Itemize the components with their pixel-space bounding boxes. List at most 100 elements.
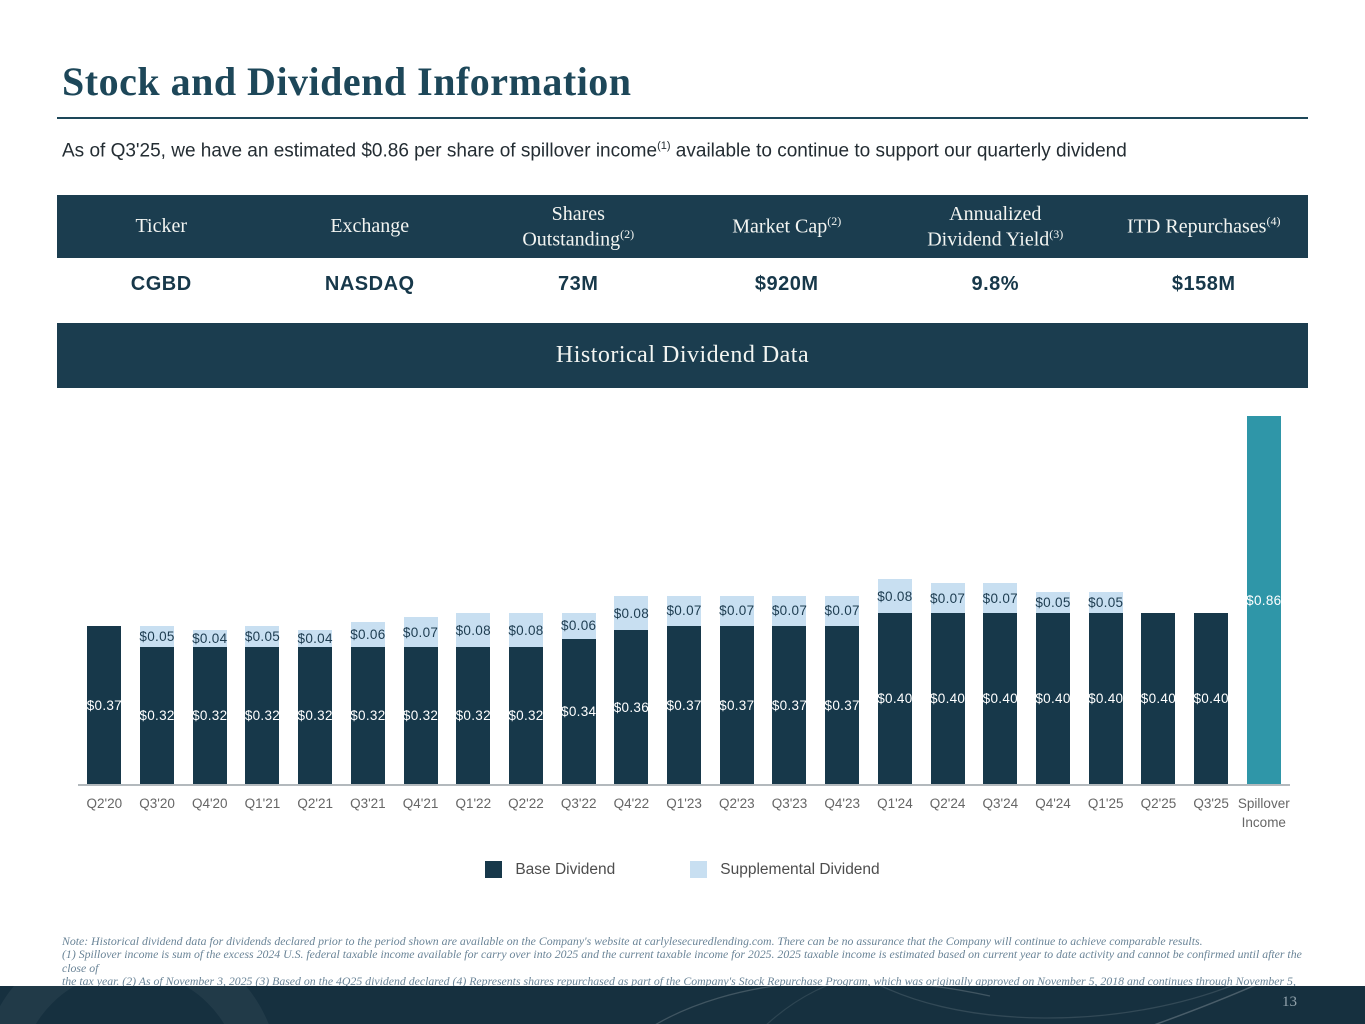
stat-column-header: Ticker bbox=[57, 214, 266, 239]
subtitle-suffix: available to continue to support our qua… bbox=[670, 140, 1127, 162]
bar-stack: $0.08 $0.36 bbox=[614, 596, 649, 785]
legend-swatch bbox=[690, 861, 708, 879]
bar-column: $0.04 $0.32 bbox=[183, 406, 236, 785]
bar-value-label: $0.40 bbox=[877, 691, 913, 707]
bar-segment: $0.05 bbox=[244, 625, 281, 648]
bar-value-label: $0.05 bbox=[244, 629, 281, 645]
bar-segment: $0.05 bbox=[1088, 591, 1124, 614]
bar-value-label: $0.08 bbox=[877, 588, 913, 604]
stat-header-line: Market Cap bbox=[732, 215, 828, 238]
bar-segment: $0.32 bbox=[508, 647, 543, 785]
bar-stack: $0.08 $0.32 bbox=[508, 613, 543, 785]
bar-value-label: $0.06 bbox=[561, 618, 597, 634]
page-number: 13 bbox=[1282, 994, 1297, 1010]
bar-segment: $0.32 bbox=[139, 647, 174, 785]
stat-header-line: Exchange bbox=[330, 215, 410, 238]
x-axis-label: Q2'22 bbox=[508, 796, 544, 812]
bar-value-label: $0.40 bbox=[929, 691, 966, 707]
bar-value-label: $0.37 bbox=[86, 697, 122, 713]
bar-segment: $0.08 bbox=[508, 613, 543, 648]
subtitle-footnote-ref: (1) bbox=[657, 140, 671, 152]
x-axis-label: Q2'24 bbox=[929, 796, 966, 812]
bar-segment: $0.40 bbox=[1193, 613, 1229, 785]
x-axis-label: Q3'25 bbox=[1193, 796, 1229, 812]
stat-value-ticker: CGBD bbox=[130, 272, 192, 295]
stat-column-header: Exchange bbox=[266, 214, 475, 239]
bar-value-label: $0.06 bbox=[350, 627, 386, 643]
stat-column-header: Market Cap(2) bbox=[683, 214, 892, 240]
bar-value-label: $0.37 bbox=[666, 697, 702, 713]
bar-value-label: $0.07 bbox=[666, 603, 702, 619]
bar-value-label: $0.32 bbox=[192, 708, 228, 724]
bar-segment: $0.07 bbox=[772, 596, 807, 626]
bar-value-label: $0.07 bbox=[402, 624, 439, 640]
x-axis-label: Q1'23 bbox=[666, 796, 702, 812]
bar-stack: $0.07 $0.37 bbox=[719, 596, 754, 785]
bar-stack: $0.05 $0.40 bbox=[1088, 591, 1124, 785]
bar-segment: $0.32 bbox=[350, 647, 385, 785]
bar-column: $0.40 bbox=[1185, 406, 1238, 785]
bar-segment: $0.86 bbox=[1246, 416, 1282, 785]
bar-segment: $0.37 bbox=[719, 625, 754, 785]
stat-header-line: Dividend Yield bbox=[927, 228, 1050, 251]
stat-value-market-cap: $920M bbox=[754, 272, 819, 295]
subtitle: As of Q3'25, we have an estimated $0.86 … bbox=[62, 140, 1308, 162]
bar-segment: $0.40 bbox=[1141, 613, 1176, 785]
bar-segment: $0.07 bbox=[825, 596, 860, 626]
bar-value-label: $0.08 bbox=[455, 622, 491, 638]
bar-column: $0.05 $0.40 bbox=[1079, 406, 1132, 785]
stat-header-footnote-ref: (3) bbox=[1049, 226, 1064, 241]
bar-column: $0.07 $0.37 bbox=[763, 406, 816, 785]
stat-header-line: Shares bbox=[551, 202, 605, 225]
bar-stack: $0.08 $0.40 bbox=[877, 578, 913, 785]
bar-stack: $0.86 bbox=[1246, 416, 1282, 785]
bar-segment: $0.07 bbox=[402, 617, 439, 648]
stat-header-line: Ticker bbox=[135, 215, 187, 238]
slide-content: Stock and Dividend Information As of Q3'… bbox=[57, 59, 1308, 1002]
bar-value-label: $0.40 bbox=[1035, 691, 1071, 707]
stat-value-dividend-yield: 9.8% bbox=[971, 272, 1020, 295]
x-axis-label: Q2'25 bbox=[1140, 796, 1177, 812]
bar-value-label: $0.32 bbox=[297, 708, 333, 724]
bar-segment: $0.40 bbox=[1035, 613, 1071, 785]
x-axis-label: Q3'20 bbox=[139, 796, 175, 812]
bar-segment: $0.08 bbox=[614, 596, 649, 631]
x-axis-label: Q3'22 bbox=[560, 796, 597, 812]
bar-stack: $0.07 $0.40 bbox=[929, 583, 966, 785]
dividend-chart: $0.37 $0.05 $0.32 $0.04 $0.32 $0.05 $0.32 $0.04… bbox=[57, 406, 1308, 879]
bar-segment: $0.37 bbox=[825, 625, 860, 785]
x-axis-label: Q1'21 bbox=[244, 796, 281, 812]
bar-value-label: $0.86 bbox=[1246, 592, 1282, 608]
legend-label: Base Dividend bbox=[515, 860, 616, 878]
stat-header-line: ITD Repurchases bbox=[1127, 215, 1267, 238]
stat-value-exchange: NASDAQ bbox=[324, 272, 415, 295]
bar-value-label: $0.07 bbox=[929, 590, 966, 606]
bar-stack: $0.04 $0.32 bbox=[192, 630, 228, 785]
bar-stack: $0.05 $0.32 bbox=[139, 625, 175, 785]
bar-segment: $0.37 bbox=[666, 625, 702, 785]
bar-stack: $0.40 bbox=[1193, 613, 1229, 785]
bar-segment: $0.04 bbox=[298, 630, 333, 648]
x-axis-labels: Q2'20 Q3'20 Q4'20 Q1'21 Q2'21 Q3'21 Q4'21 Q1'22… bbox=[78, 795, 1290, 831]
bar-column: $0.86 bbox=[1237, 406, 1290, 785]
bar-column: $0.07 $0.37 bbox=[710, 406, 763, 785]
bar-column: $0.05 $0.32 bbox=[236, 406, 289, 785]
bar-value-label: $0.05 bbox=[139, 629, 175, 645]
bar-value-label: $0.05 bbox=[1088, 594, 1124, 610]
title-rule bbox=[57, 117, 1308, 119]
bar-value-label: $0.34 bbox=[561, 704, 597, 720]
bar-stack: $0.06 $0.34 bbox=[561, 613, 597, 785]
legend-item: Base Dividend bbox=[485, 861, 615, 879]
bar-segment: $0.37 bbox=[772, 625, 807, 785]
stat-header-footnote-ref: (2) bbox=[620, 226, 635, 241]
footer-decoration-swirls bbox=[0, 986, 1256, 1024]
stat-header-footnote-ref: (2) bbox=[827, 214, 842, 228]
bar-column: $0.07 $0.40 bbox=[974, 406, 1027, 785]
bar-segment: $0.40 bbox=[983, 613, 1018, 785]
bar-value-label: $0.04 bbox=[192, 631, 228, 647]
bar-column: $0.07 $0.37 bbox=[658, 406, 711, 785]
footnote-line: Note: Historical dividend data for divid… bbox=[62, 933, 1203, 948]
bar-segment: $0.05 bbox=[1035, 591, 1070, 614]
bar-value-label: $0.40 bbox=[1193, 691, 1229, 707]
